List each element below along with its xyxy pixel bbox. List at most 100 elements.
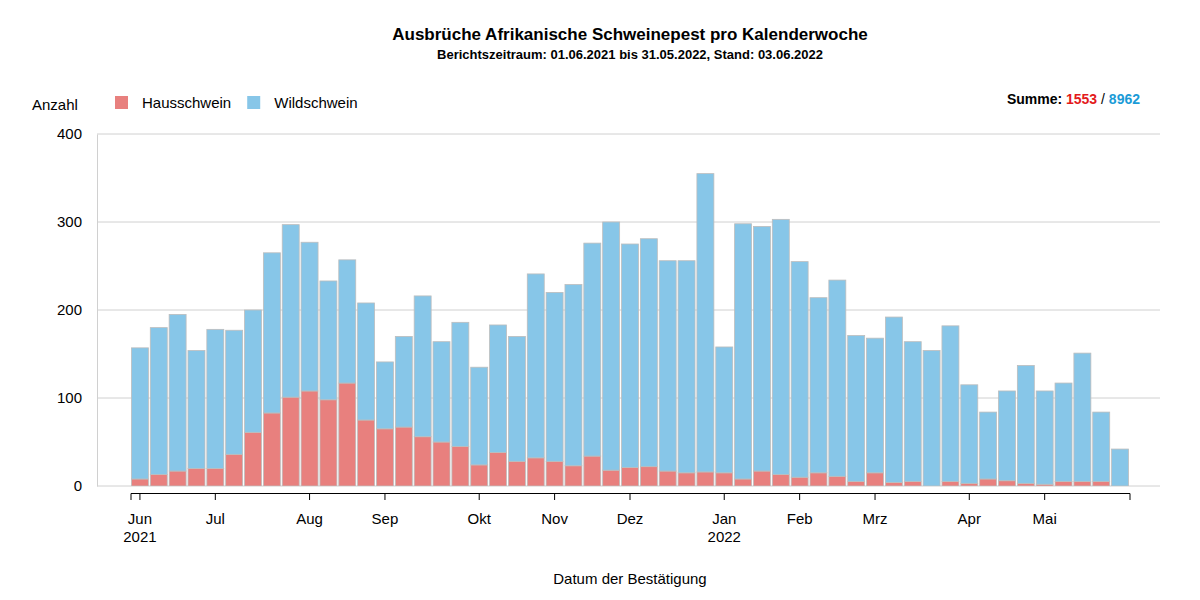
x-tick-label-line: Mrz bbox=[863, 510, 888, 527]
grid-line bbox=[97, 222, 1160, 223]
bar bbox=[131, 348, 148, 479]
bar bbox=[622, 468, 639, 486]
x-tick: Sep bbox=[372, 493, 399, 527]
x-tick-mark bbox=[384, 493, 385, 500]
x-tick-label: Mai bbox=[1033, 510, 1057, 527]
bar bbox=[395, 336, 412, 427]
bar bbox=[226, 330, 243, 454]
x-tick-label: Jan2022 bbox=[708, 510, 741, 545]
x-tick: Mrz bbox=[863, 493, 888, 527]
bar bbox=[998, 391, 1015, 481]
x-tick-label-line: Apr bbox=[958, 510, 981, 527]
bar bbox=[810, 298, 827, 473]
x-axis-line bbox=[131, 494, 1130, 501]
x-axis-title: Datum der Bestätigung bbox=[553, 570, 706, 587]
bar bbox=[207, 468, 224, 486]
bar bbox=[263, 413, 280, 486]
bar bbox=[188, 350, 205, 468]
y-tick: 400 bbox=[57, 125, 97, 142]
bar bbox=[508, 461, 525, 486]
bar bbox=[546, 461, 563, 486]
bar bbox=[942, 326, 959, 482]
bar bbox=[282, 225, 299, 397]
bar bbox=[659, 471, 676, 486]
x-tick-label-line: Jul bbox=[206, 510, 225, 527]
bar bbox=[980, 412, 997, 479]
y-tick-label: 200 bbox=[57, 301, 82, 318]
bar bbox=[414, 296, 431, 437]
x-tick-label-line: Aug bbox=[296, 510, 323, 527]
legend-item: Hausschwein bbox=[115, 94, 231, 111]
bar bbox=[584, 456, 601, 486]
x-tick-label: Jun2021 bbox=[123, 510, 156, 545]
chart-svg: 0100200300400Jun2021JulAugSepOktNovDezJa… bbox=[0, 0, 1200, 600]
bar bbox=[358, 420, 375, 486]
bar bbox=[980, 479, 997, 486]
bar bbox=[885, 317, 902, 482]
bar bbox=[791, 262, 808, 478]
bar bbox=[1036, 391, 1053, 484]
x-tick-label-line: 2022 bbox=[708, 528, 741, 545]
bar bbox=[263, 253, 280, 413]
y-tick-label: 400 bbox=[57, 125, 82, 142]
x-tick: Mai bbox=[1033, 493, 1057, 527]
bar bbox=[1074, 482, 1091, 486]
bar bbox=[829, 476, 846, 486]
x-tick-label: Apr bbox=[958, 510, 981, 527]
x-tick-label: Feb bbox=[787, 510, 813, 527]
bar bbox=[697, 174, 714, 472]
bar bbox=[414, 437, 431, 486]
bar bbox=[1055, 482, 1072, 486]
bar bbox=[961, 385, 978, 484]
bar bbox=[207, 329, 224, 468]
legend-swatch bbox=[247, 96, 260, 109]
x-tick-mark bbox=[554, 493, 555, 500]
y-tick: 200 bbox=[57, 301, 97, 318]
bar bbox=[735, 224, 752, 479]
x-tick-mark bbox=[630, 493, 631, 500]
bar bbox=[376, 429, 393, 486]
bar bbox=[376, 362, 393, 429]
x-tick-mark bbox=[479, 493, 480, 500]
bar bbox=[622, 244, 639, 468]
title: Ausbrüche Afrikanische Schweinepest pro … bbox=[392, 25, 868, 44]
legend-label: Hausschwein bbox=[142, 94, 231, 111]
bar bbox=[867, 338, 884, 473]
x-tick: Nov bbox=[541, 493, 568, 527]
summary-value: 8962 bbox=[1109, 91, 1140, 107]
bar bbox=[245, 432, 262, 486]
bar bbox=[527, 458, 544, 486]
bar bbox=[452, 322, 469, 446]
x-tick-label: Nov bbox=[541, 510, 568, 527]
bar bbox=[1112, 449, 1129, 486]
bar bbox=[904, 482, 921, 486]
bar bbox=[885, 482, 902, 486]
bar bbox=[339, 383, 356, 486]
bar bbox=[169, 471, 186, 486]
bar bbox=[848, 482, 865, 486]
x-tick: Jul bbox=[206, 493, 225, 527]
bar bbox=[829, 280, 846, 476]
bar bbox=[659, 261, 676, 471]
x-tick-label: Jul bbox=[206, 510, 225, 527]
x-axis: Jun2021JulAugSepOktNovDezJan2022FebMrzAp… bbox=[123, 493, 1130, 545]
x-tick-label: Sep bbox=[372, 510, 399, 527]
bar bbox=[603, 222, 620, 470]
x-tick: Feb bbox=[787, 493, 813, 527]
bar bbox=[1017, 365, 1034, 483]
bar bbox=[640, 467, 657, 486]
x-tick-label-line: Nov bbox=[541, 510, 568, 527]
bar bbox=[678, 473, 695, 486]
bar bbox=[1074, 353, 1091, 481]
x-tick-mark bbox=[215, 493, 216, 500]
bar bbox=[565, 284, 582, 465]
bar bbox=[508, 336, 525, 461]
bar bbox=[998, 481, 1015, 486]
bar bbox=[188, 468, 205, 486]
x-tick: Jun2021 bbox=[123, 493, 156, 545]
y-tick-label: 300 bbox=[57, 213, 82, 230]
x-tick-label: Aug bbox=[296, 510, 323, 527]
bar bbox=[433, 442, 450, 486]
bar bbox=[131, 479, 148, 486]
bar bbox=[753, 471, 770, 486]
